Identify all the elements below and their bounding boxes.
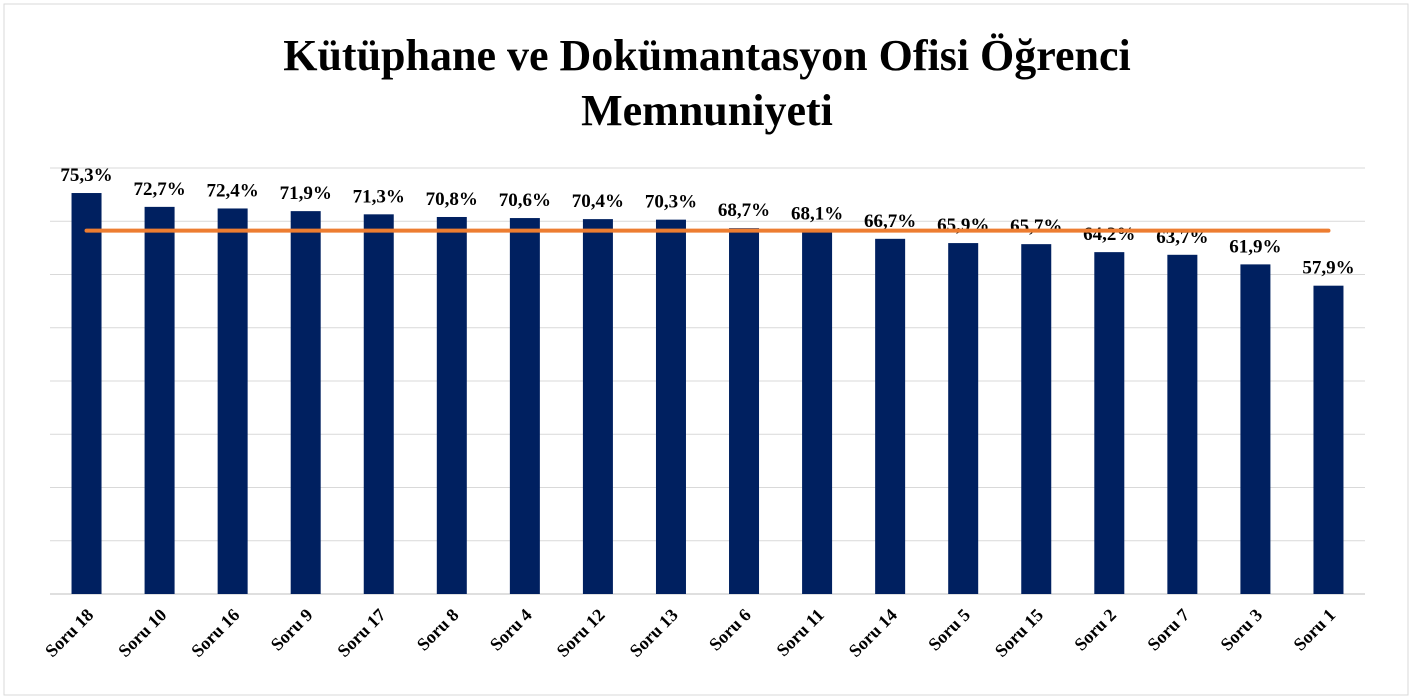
bar <box>655 219 686 594</box>
data-label: 72,4% <box>207 180 259 201</box>
bar <box>217 208 248 594</box>
bar <box>363 214 394 594</box>
bar <box>948 243 979 594</box>
bar <box>436 216 467 595</box>
data-label: 57,9% <box>1302 258 1354 279</box>
data-label: 68,1% <box>791 203 843 224</box>
bar <box>802 231 833 594</box>
data-label: 71,9% <box>280 183 332 204</box>
data-label: 68,7% <box>718 200 770 221</box>
bar <box>509 218 540 594</box>
bar <box>729 228 760 595</box>
data-label: 66,7% <box>864 211 916 232</box>
bar <box>582 219 613 594</box>
data-label: 71,3% <box>353 186 405 207</box>
chart-title: Memnuniyeti <box>581 86 833 135</box>
bar <box>290 211 321 594</box>
chart-title: Kütüphane ve Dokümantasyon Ofisi Öğrenci <box>283 31 1131 80</box>
bar <box>875 238 906 594</box>
bar <box>1094 252 1125 594</box>
bar <box>1240 264 1271 594</box>
bar <box>1021 244 1052 594</box>
bar <box>1313 285 1344 594</box>
data-label: 61,9% <box>1229 236 1281 257</box>
data-label: 70,3% <box>645 192 697 213</box>
bar <box>144 206 175 594</box>
data-label: 72,7% <box>133 179 185 200</box>
bar <box>1167 254 1198 595</box>
data-label: 64,2% <box>1083 224 1135 245</box>
data-label: 70,6% <box>499 190 551 211</box>
data-label: 70,8% <box>426 189 478 210</box>
data-label: 65,7% <box>1010 216 1062 237</box>
data-label: 75,3% <box>60 165 112 186</box>
data-label: 70,4% <box>572 191 624 212</box>
data-label: 65,9% <box>937 215 989 236</box>
bar <box>71 193 102 594</box>
